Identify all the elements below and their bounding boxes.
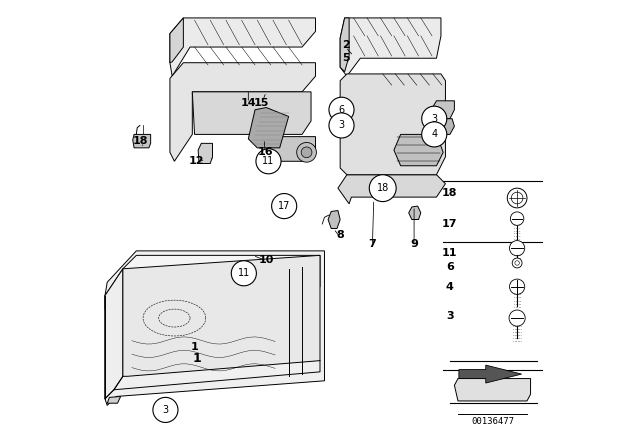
Polygon shape <box>123 255 320 376</box>
Text: 16: 16 <box>257 147 273 157</box>
Circle shape <box>422 122 447 147</box>
Text: 1: 1 <box>191 342 198 352</box>
Polygon shape <box>132 134 150 148</box>
Circle shape <box>301 147 312 158</box>
Polygon shape <box>340 18 349 72</box>
Polygon shape <box>269 137 316 166</box>
Circle shape <box>271 194 297 219</box>
Text: 4: 4 <box>446 282 454 292</box>
Text: 15: 15 <box>254 98 269 108</box>
Text: 5: 5 <box>342 53 349 63</box>
Polygon shape <box>338 175 445 204</box>
Circle shape <box>512 258 522 268</box>
Text: 3: 3 <box>431 114 437 124</box>
Text: 9: 9 <box>410 239 418 249</box>
Circle shape <box>422 106 447 131</box>
Polygon shape <box>328 211 340 228</box>
Text: 12: 12 <box>189 156 205 166</box>
Text: 18: 18 <box>376 183 389 193</box>
Polygon shape <box>105 251 324 405</box>
Text: 11: 11 <box>262 156 275 166</box>
Circle shape <box>511 192 523 204</box>
Text: 4: 4 <box>431 129 437 139</box>
Polygon shape <box>340 74 445 175</box>
Polygon shape <box>409 206 421 220</box>
Text: 14: 14 <box>241 98 256 108</box>
Text: 18: 18 <box>133 136 148 146</box>
Circle shape <box>509 310 525 326</box>
Polygon shape <box>192 92 311 134</box>
Circle shape <box>508 188 527 208</box>
Circle shape <box>256 149 281 174</box>
Circle shape <box>329 97 354 122</box>
Polygon shape <box>170 18 316 76</box>
Polygon shape <box>248 108 289 148</box>
Text: 6: 6 <box>339 105 344 115</box>
Text: 17: 17 <box>278 201 291 211</box>
Polygon shape <box>340 18 441 76</box>
Circle shape <box>297 142 316 162</box>
Text: 11: 11 <box>442 248 458 258</box>
Text: 3: 3 <box>163 405 168 415</box>
Circle shape <box>369 175 396 202</box>
Circle shape <box>153 397 178 422</box>
Text: 18: 18 <box>442 188 458 198</box>
Text: 3: 3 <box>446 311 454 321</box>
Polygon shape <box>198 143 212 164</box>
Polygon shape <box>105 269 123 399</box>
Text: 00136477: 00136477 <box>471 417 514 426</box>
Text: 7: 7 <box>369 239 376 249</box>
Circle shape <box>509 241 525 256</box>
Text: 17: 17 <box>442 219 458 229</box>
Circle shape <box>511 212 524 225</box>
Text: 3: 3 <box>339 121 344 130</box>
Polygon shape <box>430 119 454 134</box>
Polygon shape <box>459 365 522 383</box>
Polygon shape <box>108 396 121 403</box>
Polygon shape <box>170 63 316 161</box>
Text: 1: 1 <box>193 352 201 365</box>
Text: 6: 6 <box>446 262 454 271</box>
Polygon shape <box>170 18 184 63</box>
Polygon shape <box>105 255 320 314</box>
Polygon shape <box>454 379 531 401</box>
Text: 11: 11 <box>237 268 250 278</box>
Text: 10: 10 <box>259 255 274 265</box>
Text: 2: 2 <box>342 40 349 50</box>
Polygon shape <box>394 134 443 166</box>
Circle shape <box>329 113 354 138</box>
Circle shape <box>509 279 525 294</box>
Polygon shape <box>432 101 454 119</box>
Text: 8: 8 <box>336 230 344 240</box>
Circle shape <box>515 261 520 265</box>
Circle shape <box>231 261 257 286</box>
